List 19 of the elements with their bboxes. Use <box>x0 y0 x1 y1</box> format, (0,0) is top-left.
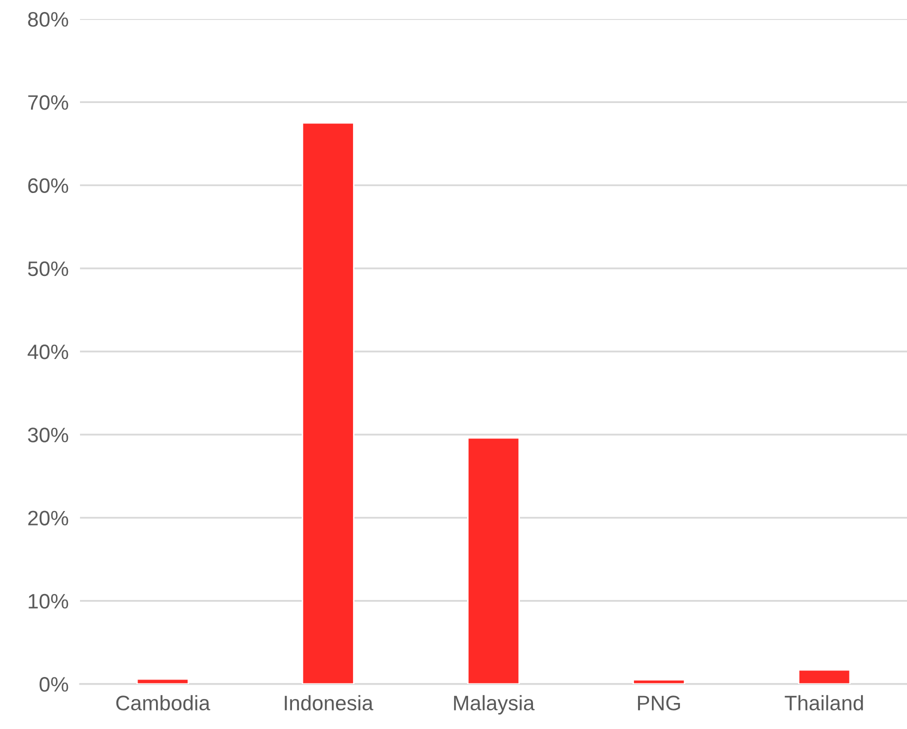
y-tick-label: 0% <box>40 677 68 692</box>
bar <box>798 669 851 684</box>
bar <box>632 679 686 684</box>
x-tick-label: Indonesia <box>284 695 374 710</box>
y-tick-label: 80% <box>28 12 68 27</box>
bar <box>136 678 190 684</box>
y-tick-label: 30% <box>28 428 68 442</box>
x-tick-label: Malaysia <box>454 695 535 715</box>
y-tick-label: 50% <box>28 261 68 276</box>
y-tick-label: 40% <box>28 344 68 360</box>
y-tick-label: 20% <box>28 510 68 526</box>
y-tick-label: 10% <box>28 594 68 609</box>
x-tick-label: Thailand <box>784 695 863 710</box>
bar <box>302 122 354 684</box>
y-tick-label: 60% <box>28 178 68 194</box>
y-tick-label: 70% <box>28 95 68 110</box>
x-tick-label: PNG <box>638 696 680 710</box>
bar <box>467 437 520 684</box>
x-tick-label: Cambodia <box>116 695 210 710</box>
